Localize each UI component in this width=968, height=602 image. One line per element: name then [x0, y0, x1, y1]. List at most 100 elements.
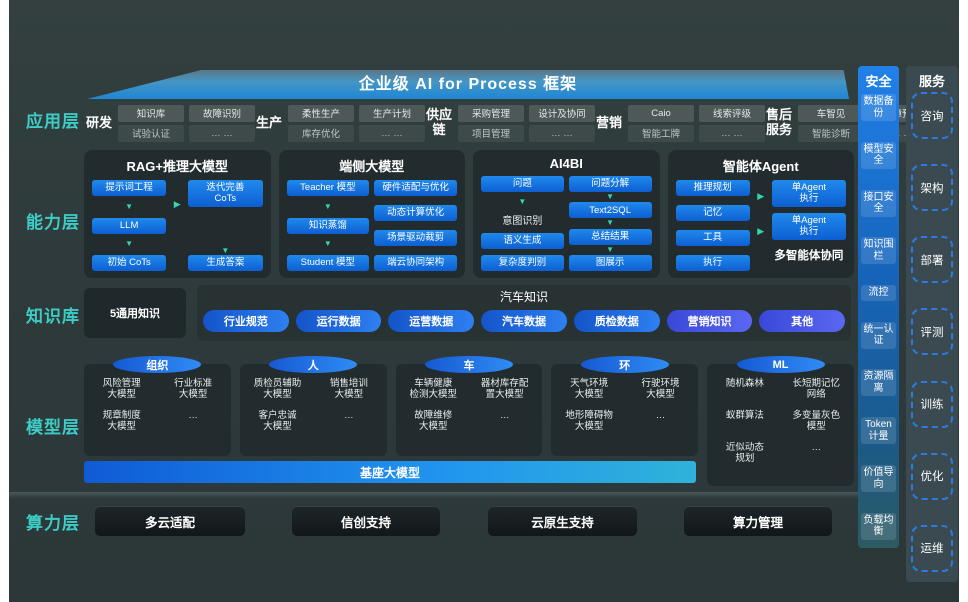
service-item: 优化: [911, 452, 953, 500]
model-group-header: 组织: [113, 356, 202, 373]
app-section-supply-chain: 供应链 采购管理 项目管理 设计及协同 … …: [425, 104, 595, 142]
model-group-header: 车: [424, 356, 513, 373]
step-knowledge-distillation: 知识蒸馏: [286, 217, 370, 234]
app-section-title: 营销: [595, 114, 622, 130]
model-item: 器材库存配 置大模型: [480, 378, 529, 401]
arrow-down-icon: ▼: [221, 246, 230, 255]
layer-label-application: 应用层: [26, 112, 80, 131]
step-teacher-model: Teacher 模型: [286, 180, 370, 196]
service-item: 训练: [911, 380, 953, 428]
box-title: 智能体Agent: [722, 159, 799, 174]
model-group-organization: 组织 风险管理 大模型 行业标准 大模型 规章制度 大模型 …: [84, 356, 231, 456]
model-item: 质检员辅助 大模型: [253, 378, 302, 401]
edge-feature-hardware: 硬件适配与优化: [374, 180, 457, 196]
model-item: 蚁群算法: [725, 409, 764, 421]
auto-knowledge-panel: 汽车知识 行业规范 运行数据 运营数据 汽车数据 质检数据 营销知识 其他: [197, 285, 851, 341]
model-item: …: [188, 409, 198, 421]
general-knowledge-box: 5通用知识: [84, 288, 186, 338]
compute-cloudnative-button: 云原生支持: [488, 506, 637, 536]
model-item: 多变量灰色 模型: [792, 409, 841, 433]
step-iterate-cots: 迭代完善 CoTs: [188, 180, 263, 207]
app-section-production: 生产 柔性生产 库存优化 生产计划 … …: [255, 104, 425, 142]
model-group-header: ML: [736, 356, 825, 373]
knowledge-pill: 运行数据: [295, 310, 382, 332]
security-column: 安全 数据备份 模型安全 接口安全 知识围栏 流控 统一认证 资源隔离 Toke…: [858, 66, 899, 548]
edge-feature-cloud-collab: 端云协同架构: [374, 255, 457, 271]
app-chip: Caio: [628, 104, 694, 122]
model-item: 风险管理 大模型: [102, 378, 141, 401]
agent-part-reason-plan: 推理规划: [675, 180, 750, 196]
arrow-right-icon: ▶: [757, 191, 765, 201]
service-item: 咨询: [911, 92, 953, 139]
model-item: 客户忠诚 大模型: [258, 409, 297, 433]
step-generate-answer: 生成答案: [188, 255, 263, 271]
security-item: 接口安全: [861, 189, 896, 217]
security-item: 流控: [861, 285, 896, 301]
box-title: RAG+推理大模型: [126, 159, 228, 174]
model-group-environment: 环 天气环境 大模型 行驶环境 大模型 地形障碍物 大模型 …: [551, 356, 699, 456]
framework-title-banner: 企业级 AI for Process 框架: [87, 70, 849, 99]
model-item: 随机森林: [725, 378, 764, 389]
security-item: 统一认证: [861, 321, 896, 349]
step-initial-cots: 初始 CoTs: [92, 255, 167, 271]
step-text2sql: Text2SQL: [568, 202, 652, 219]
app-chip: 项目管理: [458, 124, 524, 142]
app-chip: … …: [359, 124, 425, 142]
model-item: 近似动态 规划: [725, 441, 764, 464]
step-summarize-results: 总结结果: [568, 228, 652, 245]
agent-part-tools: 工具: [675, 230, 750, 246]
app-chip: 设计及协同: [529, 104, 595, 122]
app-section-title: 供应链: [425, 107, 452, 137]
box-title: 端侧大模型: [339, 159, 405, 174]
service-column: 服务 咨询 架构 部署 评测 训练 优化 运维: [906, 66, 958, 582]
app-chip: … …: [189, 124, 255, 142]
app-chip: 采购管理: [458, 104, 524, 122]
app-section-title: 售后服务: [765, 107, 792, 137]
rag-reasoning-model-box: RAG+推理大模型 提示词工程 ▼ LLM ▼ 初始 CoTs ▶ 迭代完善 C…: [84, 150, 271, 278]
model-item: 地形障碍物 大模型: [565, 409, 613, 433]
single-agent-execute: 单Agent 执行: [771, 212, 846, 240]
knowledge-pill: 汽车数据: [481, 310, 567, 332]
model-item: 故障维修 大模型: [414, 409, 453, 433]
step-complexity-judgement: 复杂度判别: [481, 255, 564, 271]
security-header: 安全: [865, 74, 892, 89]
model-item: 行业标准 大模型: [174, 378, 213, 401]
agent-box: 智能体Agent 推理规划 记忆 工具 执行 ▶ ▶ 单Agent 执行 单Ag…: [667, 150, 854, 278]
step-semantic-generation: 语义生成: [481, 233, 564, 249]
security-item: Token计量: [861, 417, 896, 445]
arrow-down-icon: ▼: [125, 201, 134, 211]
agent-part-memory: 记忆: [675, 205, 750, 221]
application-layer-row: 研发 知识库 试验认证 故障识别 … … 生产 柔性生产 库存优化 生产计划 ……: [85, 100, 935, 146]
app-chip: 柔性生产: [288, 104, 354, 122]
app-section-title: 研发: [85, 114, 112, 130]
service-header: 服务: [918, 74, 945, 89]
compute-xinchuang-button: 信创支持: [292, 506, 440, 536]
security-item: 数据备份: [861, 94, 896, 121]
layer-label-capability: 能力层: [26, 213, 80, 232]
step-question-decompose: 问题分解: [568, 176, 652, 192]
model-item: …: [499, 409, 510, 421]
arrow-right-icon: ▶: [757, 226, 765, 236]
model-item: 销售培训 大模型: [329, 378, 368, 401]
layer-label-model: 模型层: [26, 418, 80, 437]
step-prompt-engineering: 提示词工程: [92, 180, 167, 196]
security-item: 负载均衡: [861, 512, 896, 540]
app-chip: 库存优化: [288, 124, 354, 142]
arrow-down-icon: ▼: [518, 197, 527, 206]
model-layer-row: 组织 风险管理 大模型 行业标准 大模型 规章制度 大模型 … 人 质检员辅助 …: [84, 356, 854, 488]
knowledge-pill: 质检数据: [573, 310, 660, 332]
arrow-right-icon: ▶: [173, 199, 181, 209]
layer-label-knowledge: 知识库: [26, 307, 80, 326]
step-question: 问题: [481, 176, 564, 192]
app-chip: … …: [529, 124, 595, 142]
app-chip: 知识库: [118, 104, 184, 122]
model-group-header: 环: [580, 356, 669, 373]
knowledge-pill: 其他: [759, 310, 846, 332]
model-group-vehicle: 车 车辆健康 检测大模型 器材库存配 置大模型 故障维修 大模型 …: [395, 356, 543, 456]
model-item: 行驶环境 大模型: [641, 378, 680, 401]
arrow-down-icon: ▼: [606, 218, 615, 228]
app-chip: … …: [699, 124, 765, 142]
layer-divider: [9, 492, 865, 498]
model-item: 车辆健康 检测大模型: [409, 378, 458, 401]
